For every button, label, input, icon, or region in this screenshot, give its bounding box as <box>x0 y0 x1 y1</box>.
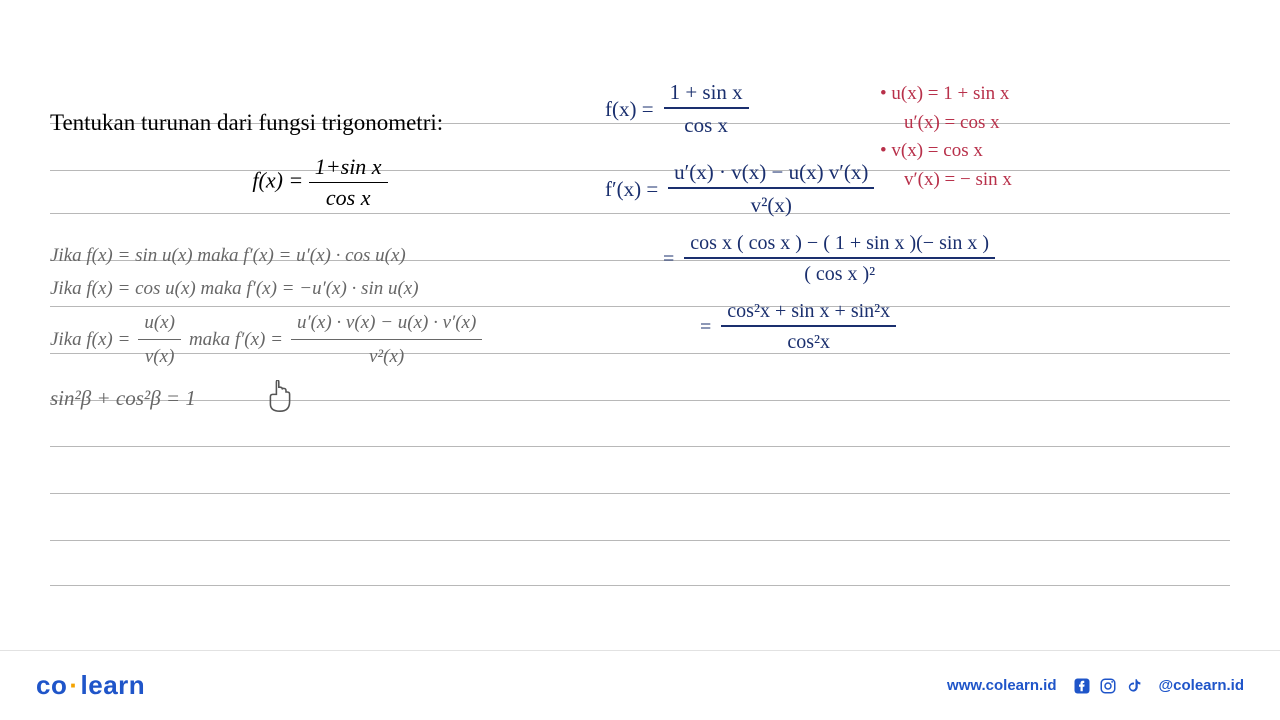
fx-numerator: 1+sin x <box>309 154 388 183</box>
brand-logo: co·learn <box>36 670 145 701</box>
work3-eq: = <box>663 248 674 271</box>
problem-equation: f(x) = 1+sin x cos x <box>50 154 590 211</box>
rule-q-num1: u(x) <box>138 308 181 340</box>
rule-q-pre: Jika f(x) = <box>50 325 130 354</box>
note-up: u′(x) = cos x <box>880 109 1240 138</box>
derivative-rules: Jika f(x) = sin u(x) maka f′(x) = u′(x) … <box>50 241 590 372</box>
rule-q-num2: u′(x) · v(x) − u(x) · v′(x) <box>291 308 482 340</box>
rule-q-den2: v²(x) <box>291 340 482 371</box>
rule-quotient: Jika f(x) = u(x) v(x) maka f′(x) = u′(x)… <box>50 308 590 372</box>
work3-den: ( cos x )² <box>804 259 875 286</box>
work-line-4: = cos²x + sin x + sin²x cos²x <box>700 300 1225 354</box>
facebook-icon[interactable] <box>1073 677 1091 695</box>
rule-q-frac1: u(x) v(x) <box>138 308 181 372</box>
fx-fraction: 1+sin x cos x <box>309 154 388 211</box>
work2-den: v²(x) <box>751 189 792 218</box>
pythagorean-identity: sin²β + cos²β = 1 <box>50 386 590 411</box>
instagram-icon[interactable] <box>1099 677 1117 695</box>
fx-denominator: cos x <box>309 183 388 211</box>
work4-num: cos²x + sin x + sin²x <box>721 300 896 327</box>
note-v: • v(x) = cos x <box>880 137 1240 166</box>
note-vp: v′(x) = − sin x <box>880 166 1240 195</box>
problem-panel: Tentukan turunan dari fungsi trigonometr… <box>50 110 590 411</box>
substitution-notes: • u(x) = 1 + sin x u′(x) = cos x • v(x) … <box>880 80 1240 194</box>
work-line-3: = cos x ( cos x ) − ( 1 + sin x )(− sin … <box>663 232 1225 286</box>
work4-den: cos²x <box>787 327 830 354</box>
note-u: • u(x) = 1 + sin x <box>880 80 1240 109</box>
work3-num: cos x ( cos x ) − ( 1 + sin x )(− sin x … <box>684 232 995 259</box>
logo-learn: learn <box>81 670 146 700</box>
work2-frac: u′(x) · v(x) − u(x) v′(x) v²(x) <box>668 160 874 218</box>
pointer-cursor-icon <box>265 380 295 416</box>
rule-q-mid: maka f′(x) = <box>189 325 283 354</box>
work4-eq: = <box>700 316 711 339</box>
work1-frac: 1 + sin x cos x <box>664 80 749 138</box>
footer-url[interactable]: www.colearn.id <box>947 677 1056 694</box>
work4-frac: cos²x + sin x + sin²x cos²x <box>721 300 896 354</box>
footer-right: www.colearn.id @colearn.id <box>947 677 1244 695</box>
tiktok-icon[interactable] <box>1125 677 1143 695</box>
work2-num: u′(x) · v(x) − u(x) v′(x) <box>668 160 874 189</box>
logo-dot-icon: · <box>67 670 80 700</box>
social-icons <box>1073 677 1143 695</box>
work3-frac: cos x ( cos x ) − ( 1 + sin x )(− sin x … <box>684 232 995 286</box>
work1-lhs: f(x) = <box>605 97 654 122</box>
work1-den: cos x <box>684 109 728 138</box>
rule-q-den1: v(x) <box>138 340 181 371</box>
problem-title: Tentukan turunan dari fungsi trigonometr… <box>50 110 590 136</box>
logo-co: co <box>36 670 67 700</box>
fx-lhs: f(x) = <box>252 168 303 193</box>
rule-q-frac2: u′(x) · v(x) − u(x) · v′(x) v²(x) <box>291 308 482 372</box>
rule-sin: Jika f(x) = sin u(x) maka f′(x) = u′(x) … <box>50 241 590 270</box>
page: Tentukan turunan dari fungsi trigonometr… <box>0 0 1280 720</box>
rule-cos: Jika f(x) = cos u(x) maka f′(x) = −u′(x)… <box>50 274 590 303</box>
footer-handle[interactable]: @colearn.id <box>1159 677 1244 694</box>
footer: co·learn www.colearn.id @colearn.id <box>0 650 1280 720</box>
work2-lhs: f′(x) = <box>605 177 658 202</box>
work1-num: 1 + sin x <box>664 80 749 109</box>
